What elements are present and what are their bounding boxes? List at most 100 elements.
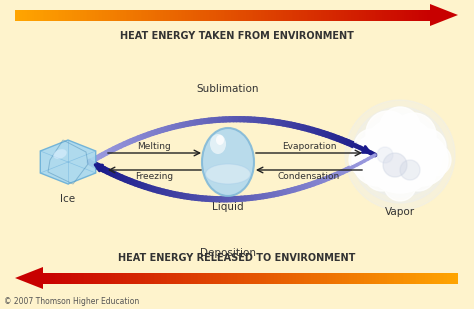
Polygon shape <box>245 273 246 283</box>
Polygon shape <box>22 10 23 20</box>
Polygon shape <box>385 273 386 283</box>
Polygon shape <box>241 273 242 283</box>
Polygon shape <box>308 10 310 20</box>
Polygon shape <box>256 273 257 283</box>
Polygon shape <box>54 10 55 20</box>
Polygon shape <box>144 273 146 283</box>
Polygon shape <box>216 273 217 283</box>
Polygon shape <box>221 273 223 283</box>
Polygon shape <box>344 10 346 20</box>
Circle shape <box>352 107 448 203</box>
Polygon shape <box>321 273 322 283</box>
Polygon shape <box>160 10 162 20</box>
Polygon shape <box>401 273 403 283</box>
Polygon shape <box>354 273 356 283</box>
Polygon shape <box>275 273 277 283</box>
Polygon shape <box>278 273 280 283</box>
Polygon shape <box>208 273 209 283</box>
Polygon shape <box>187 273 188 283</box>
Polygon shape <box>197 273 198 283</box>
Polygon shape <box>36 10 37 20</box>
Polygon shape <box>265 10 267 20</box>
Polygon shape <box>58 10 59 20</box>
Polygon shape <box>130 10 131 20</box>
Ellipse shape <box>202 128 254 196</box>
Polygon shape <box>419 10 420 20</box>
Polygon shape <box>58 273 60 283</box>
Polygon shape <box>130 273 131 283</box>
Polygon shape <box>340 10 341 20</box>
Polygon shape <box>264 273 266 283</box>
Polygon shape <box>179 273 180 283</box>
Polygon shape <box>206 273 208 283</box>
Polygon shape <box>147 273 148 283</box>
Polygon shape <box>73 273 75 283</box>
Polygon shape <box>325 10 326 20</box>
Polygon shape <box>205 273 206 283</box>
Circle shape <box>352 134 404 186</box>
Polygon shape <box>64 10 65 20</box>
Polygon shape <box>157 10 159 20</box>
Polygon shape <box>358 10 359 20</box>
Polygon shape <box>316 273 317 283</box>
Polygon shape <box>438 273 440 283</box>
Polygon shape <box>332 273 334 283</box>
Polygon shape <box>185 10 187 20</box>
Circle shape <box>392 113 436 157</box>
Polygon shape <box>188 10 189 20</box>
Polygon shape <box>407 10 408 20</box>
Polygon shape <box>47 10 48 20</box>
Polygon shape <box>220 10 221 20</box>
Polygon shape <box>65 273 66 283</box>
Polygon shape <box>350 273 352 283</box>
Polygon shape <box>281 10 282 20</box>
Polygon shape <box>347 10 348 20</box>
Polygon shape <box>347 273 349 283</box>
Polygon shape <box>187 10 188 20</box>
Polygon shape <box>369 10 371 20</box>
Polygon shape <box>174 10 175 20</box>
Polygon shape <box>400 10 401 20</box>
Polygon shape <box>443 273 444 283</box>
Polygon shape <box>383 10 384 20</box>
Polygon shape <box>148 273 149 283</box>
Polygon shape <box>188 273 190 283</box>
Polygon shape <box>219 273 220 283</box>
Polygon shape <box>176 273 177 283</box>
Polygon shape <box>412 10 413 20</box>
Polygon shape <box>108 10 109 20</box>
Text: Vapor: Vapor <box>385 207 415 217</box>
Polygon shape <box>238 10 239 20</box>
Polygon shape <box>253 273 255 283</box>
Polygon shape <box>329 273 331 283</box>
Polygon shape <box>62 10 64 20</box>
Polygon shape <box>201 10 202 20</box>
Polygon shape <box>56 10 58 20</box>
Polygon shape <box>97 10 98 20</box>
Polygon shape <box>454 273 455 283</box>
Polygon shape <box>77 10 79 20</box>
Polygon shape <box>170 273 172 283</box>
Polygon shape <box>224 10 225 20</box>
Polygon shape <box>350 10 351 20</box>
Polygon shape <box>159 273 161 283</box>
Polygon shape <box>61 273 63 283</box>
Polygon shape <box>235 10 237 20</box>
Polygon shape <box>390 10 391 20</box>
Polygon shape <box>314 10 315 20</box>
Polygon shape <box>328 10 329 20</box>
Polygon shape <box>133 10 134 20</box>
Polygon shape <box>115 10 116 20</box>
Polygon shape <box>366 10 368 20</box>
Polygon shape <box>255 10 257 20</box>
Polygon shape <box>206 10 207 20</box>
Polygon shape <box>98 273 100 283</box>
Polygon shape <box>162 10 163 20</box>
Polygon shape <box>322 10 323 20</box>
Polygon shape <box>211 10 213 20</box>
Polygon shape <box>192 10 193 20</box>
Polygon shape <box>87 273 89 283</box>
Polygon shape <box>275 10 276 20</box>
Polygon shape <box>323 10 325 20</box>
Polygon shape <box>76 273 78 283</box>
